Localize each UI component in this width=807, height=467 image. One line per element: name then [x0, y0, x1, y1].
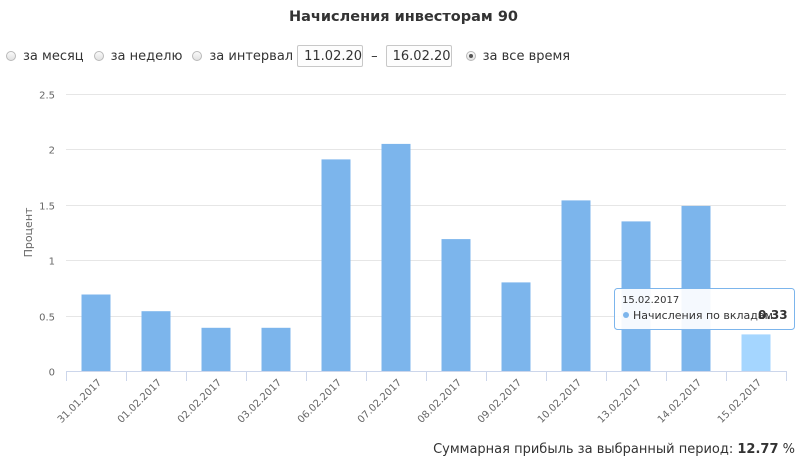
bar[interactable] [141, 311, 171, 371]
y-tick-label: 1.5 [39, 202, 55, 213]
bar[interactable] [441, 239, 471, 371]
interval-to-input[interactable] [385, 45, 452, 67]
y-tick-label: 0 [49, 368, 55, 379]
radio-all-time-circle[interactable] [465, 51, 476, 61]
x-tick-label: 31.01.2017 [56, 377, 104, 425]
total-profit-value: 12.77 [737, 442, 779, 457]
bar[interactable] [381, 143, 411, 371]
radio-week[interactable]: за неделю [93, 48, 183, 64]
total-profit-label: Суммарная прибыль за выбранный период: [433, 442, 734, 457]
x-axis: 31.01.2017 01.02.2017 02.02.2017 03.02.2017… [56, 371, 787, 426]
x-tick-label: 03.02.2017 [236, 377, 284, 425]
bar[interactable] [321, 159, 351, 371]
radio-week-circle[interactable] [93, 51, 104, 61]
y-axis-label: Процент [22, 207, 35, 257]
tooltip-date: 15.02.2017 [622, 295, 679, 306]
x-tick-label: 14.02.2017 [656, 377, 704, 425]
x-tick-label: 07.02.2017 [356, 377, 404, 425]
total-profit-unit: % [782, 442, 795, 457]
bar[interactable] [201, 327, 231, 371]
y-tick-label: 2 [49, 146, 55, 157]
interval-from-input[interactable] [297, 45, 364, 67]
bar-chart: 0 0.5 1 1.5 2 2.5 Процент 31.01.2017 01.02.201… [22, 91, 795, 426]
interval-separator: – [371, 48, 378, 64]
bar[interactable] [561, 200, 591, 371]
tooltip-series-label: Начисления по вкладам: [633, 309, 777, 322]
y-tick-label: 0.5 [39, 313, 55, 324]
radio-interval-label: за интервал [209, 48, 294, 64]
grid-lines [66, 94, 786, 317]
bar[interactable] [81, 294, 111, 372]
y-tick-label: 1 [49, 257, 55, 268]
bar[interactable] [741, 334, 771, 371]
total-profit: Суммарная прибыль за выбранный период: 1… [433, 442, 795, 457]
tooltip-value: 0.33 [758, 308, 788, 322]
radio-interval[interactable]: за интервал [192, 49, 293, 64]
radio-interval-circle[interactable] [192, 51, 203, 61]
tooltip-box [614, 288, 795, 330]
x-tick-label: 02.02.2017 [176, 377, 224, 425]
x-tick-label: 06.02.2017 [296, 377, 344, 425]
radio-all-time[interactable]: за все время [465, 48, 571, 64]
tooltip: 15.02.2017 Начисления по вкладам: 0.33 [614, 288, 795, 330]
chart-title: Начисления инвесторам 90 [288, 9, 518, 25]
period-filter: за месяц за неделю за интервал – за все … [6, 44, 580, 68]
x-tick-label: 09.02.2017 [476, 377, 524, 425]
radio-all-time-label: за все время [482, 48, 571, 64]
radio-month[interactable]: за месяц [6, 49, 84, 64]
x-tick-label: 08.02.2017 [416, 377, 464, 425]
x-tick-label: 15.02.2017 [716, 377, 764, 425]
y-tick-label: 2.5 [39, 91, 55, 102]
radio-month-circle[interactable] [6, 51, 16, 61]
radio-week-label: за неделю [110, 48, 183, 64]
x-tick-label: 13.02.2017 [596, 377, 644, 425]
x-tick-label: 01.02.2017 [116, 377, 164, 425]
x-tick-label: 10.02.2017 [536, 377, 584, 425]
tooltip-series-dot [623, 312, 629, 318]
y-axis-ticks: 0 0.5 1 1.5 2 2.5 [39, 91, 55, 379]
bar[interactable] [261, 327, 291, 371]
radio-month-label: за месяц [23, 48, 84, 64]
bar[interactable] [501, 282, 531, 371]
bars [81, 143, 771, 372]
